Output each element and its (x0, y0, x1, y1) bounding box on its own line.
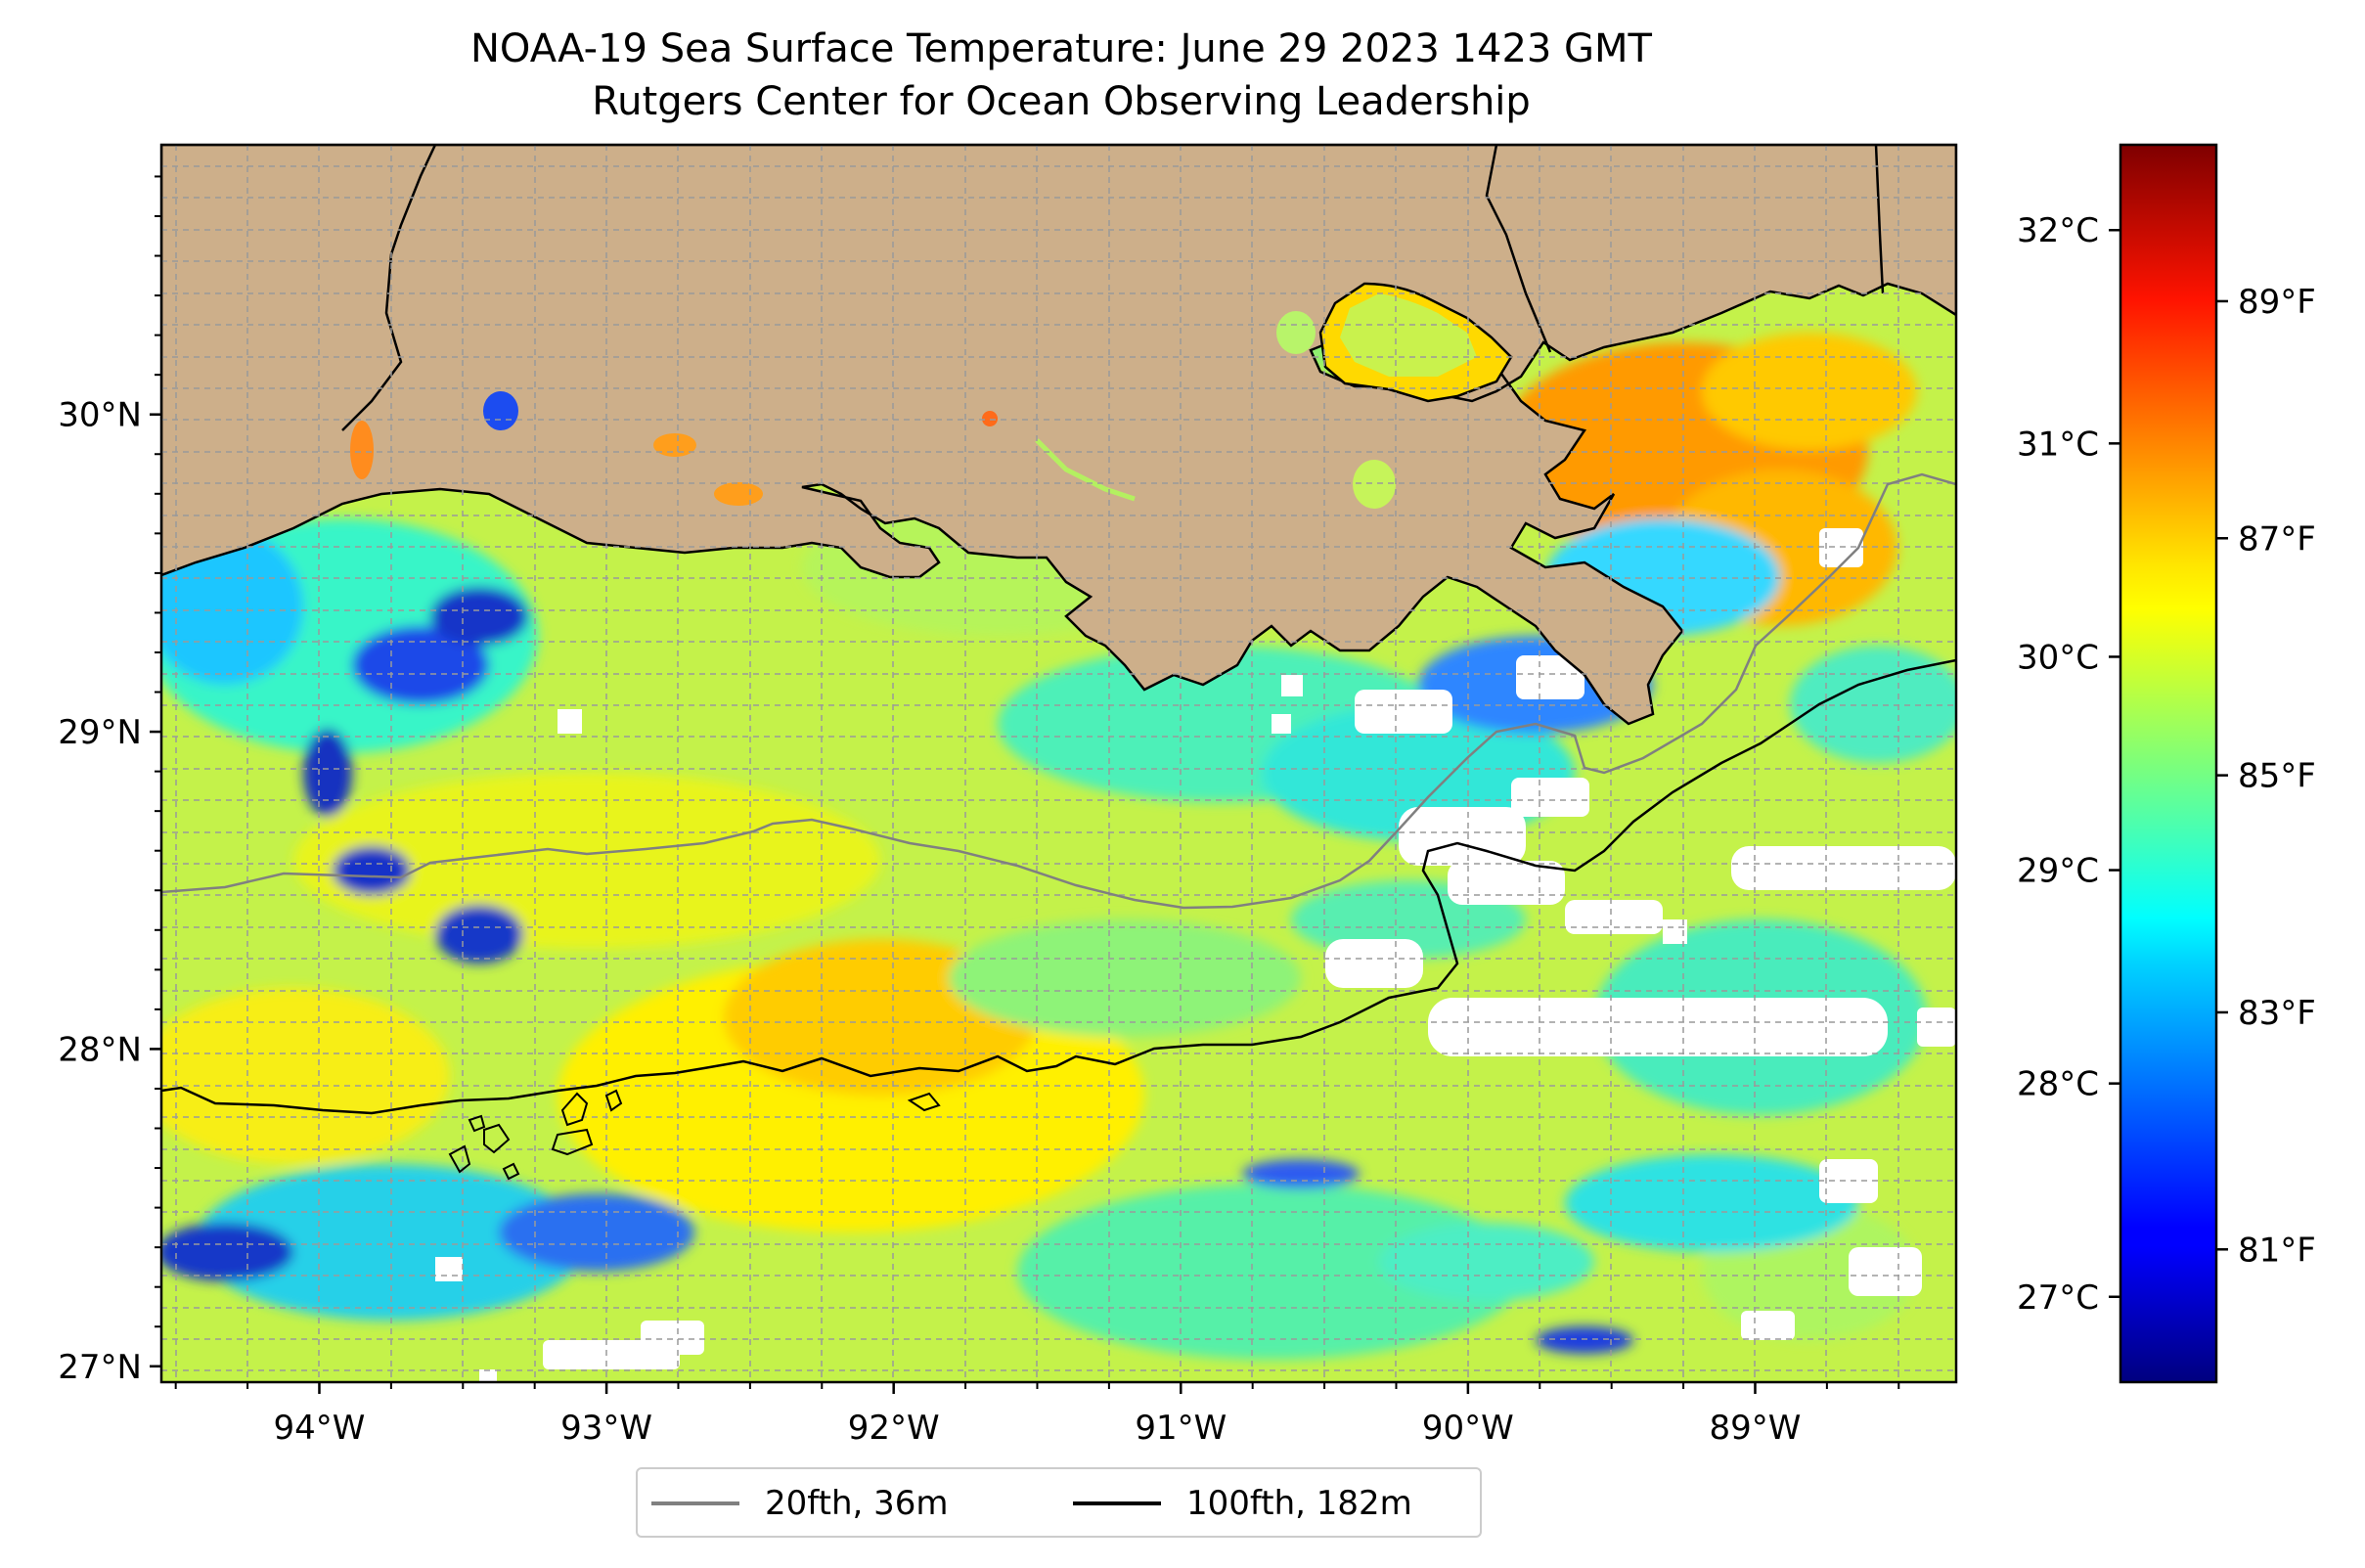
minor-ticks (155, 175, 1900, 1389)
state-border-line-3 (1874, 145, 1885, 294)
lon-tick-label: 91°W (1135, 1409, 1227, 1448)
isobath-20fth (161, 472, 1956, 910)
lon-tick-label: 92°W (848, 1409, 940, 1448)
lat-tick-label: 29°N (58, 713, 142, 752)
legend: 20fth, 36m 100fth, 182m (636, 1467, 1482, 1538)
legend-swatch-100fth (1073, 1501, 1161, 1505)
fahrenheit-tick-label: 87°F (2238, 519, 2316, 559)
lat-tick-label: 27°N (58, 1348, 142, 1387)
celsius-tick-label: 28°C (2017, 1065, 2099, 1104)
celsius-tick-label: 31°C (2017, 425, 2099, 464)
celsius-tick-label: 30°C (2017, 638, 2099, 677)
map-area (161, 145, 1956, 1382)
state-border-line-2 (1485, 145, 1552, 353)
isobath-100fth (161, 658, 1956, 1115)
colorbar (2119, 143, 2218, 1384)
lat-tick-label: 28°N (58, 1030, 142, 1069)
inland-lakes (350, 282, 1513, 509)
celsius-tick-label: 29°C (2017, 852, 2099, 891)
lon-tick-label: 89°W (1710, 1409, 1802, 1448)
celsius-tick-label: 32°C (2017, 211, 2099, 250)
sst-field-patches (161, 289, 1956, 1360)
celsius-tick-label: 27°C (2017, 1278, 2099, 1318)
legend-label-100fth: 100fth, 182m (1186, 1484, 1412, 1523)
bank-contours (448, 1089, 941, 1181)
colorbar-fahrenheit-axis: 81°F 83°F 85°F 87°F 89°F (2216, 283, 2316, 1270)
lon-tick-label: 90°W (1422, 1409, 1514, 1448)
colorbar-celsius-axis: 27°C 28°C 29°C 30°C 31°C 32°C (2017, 211, 2120, 1318)
map-frame (159, 143, 1958, 1384)
lat-tick-label: 30°N (58, 396, 142, 435)
state-border-line (341, 145, 437, 431)
legend-swatch-20fth (651, 1501, 739, 1505)
lon-tick-label: 94°W (274, 1409, 366, 1448)
map-title: NOAA-19 Sea Surface Temperature: June 29… (469, 26, 1652, 71)
fahrenheit-tick-label: 83°F (2238, 994, 2316, 1033)
fahrenheit-tick-label: 85°F (2238, 757, 2316, 796)
lon-tick-label: 93°W (560, 1409, 652, 1448)
legend-item-100fth: 100fth, 182m (1073, 1481, 1412, 1526)
longitude-axis: 94°W 93°W 92°W 91°W 90°W 89°W (274, 1382, 1802, 1448)
fahrenheit-tick-label: 81°F (2238, 1231, 2316, 1270)
legend-label-20fth: 20fth, 36m (765, 1484, 949, 1523)
legend-item-20fth: 20fth, 36m (651, 1481, 949, 1526)
map-subtitle: Rutgers Center for Ocean Observing Leade… (592, 79, 1531, 124)
latitude-axis: 30°N 29°N 28°N 27°N (58, 396, 161, 1387)
fahrenheit-tick-label: 89°F (2238, 283, 2316, 322)
gridlines (161, 145, 1956, 1382)
